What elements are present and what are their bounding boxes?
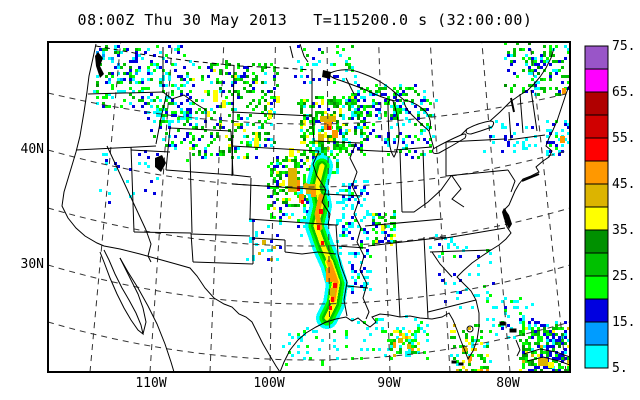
y-axis-label-40N: 40N xyxy=(20,142,44,157)
colorbar-cell-45-50 xyxy=(584,160,609,185)
plot-title: 08:00Z Thu 30 May 2013 T=115200.0 s (32:0… xyxy=(0,11,610,29)
colorbar-cell-60-65 xyxy=(584,91,609,116)
colorbar-cell-30-35 xyxy=(584,229,609,254)
y-axis-label-30N: 30N xyxy=(20,257,44,272)
colorbar-tick-label: 55. xyxy=(612,131,636,146)
x-axis-label-90W: 90W xyxy=(377,376,401,391)
colorbar-cell-10-15 xyxy=(584,321,609,346)
colorbar-cell-50-55 xyxy=(584,137,609,162)
colorbar-tick-label: 5. xyxy=(612,361,628,376)
colorbar-tick-label: 35. xyxy=(612,223,636,238)
colorbar-tick-label: 25. xyxy=(612,269,636,284)
colorbar-tick-label: 15. xyxy=(612,315,636,330)
colorbar-cell-70-75 xyxy=(584,45,609,70)
x-axis-label-110W: 110W xyxy=(135,376,167,391)
colorbar-cell-20-25 xyxy=(584,275,609,300)
colorbar-tick-label: 65. xyxy=(612,85,636,100)
x-axis-label-100W: 100W xyxy=(253,376,285,391)
colorbar-cell-5-10 xyxy=(584,344,609,369)
colorbar-cell-15-20 xyxy=(584,298,609,323)
colorbar-cell-40-45 xyxy=(584,183,609,208)
colorbar-cell-25-30 xyxy=(584,252,609,277)
title-datetime: 08:00Z Thu 30 May 2013 xyxy=(77,11,288,29)
colorbar-cell-35-40 xyxy=(584,206,609,231)
colorbar-tick-label: 75. xyxy=(612,39,636,54)
title-forecast-time: T=115200.0 s (32:00:00) xyxy=(313,11,533,29)
colorbar-cell-55-60 xyxy=(584,114,609,139)
x-axis-label-80W: 80W xyxy=(496,376,520,391)
colorbar-tick-label: 45. xyxy=(612,177,636,192)
colorbar-cell-65-70 xyxy=(584,68,609,93)
